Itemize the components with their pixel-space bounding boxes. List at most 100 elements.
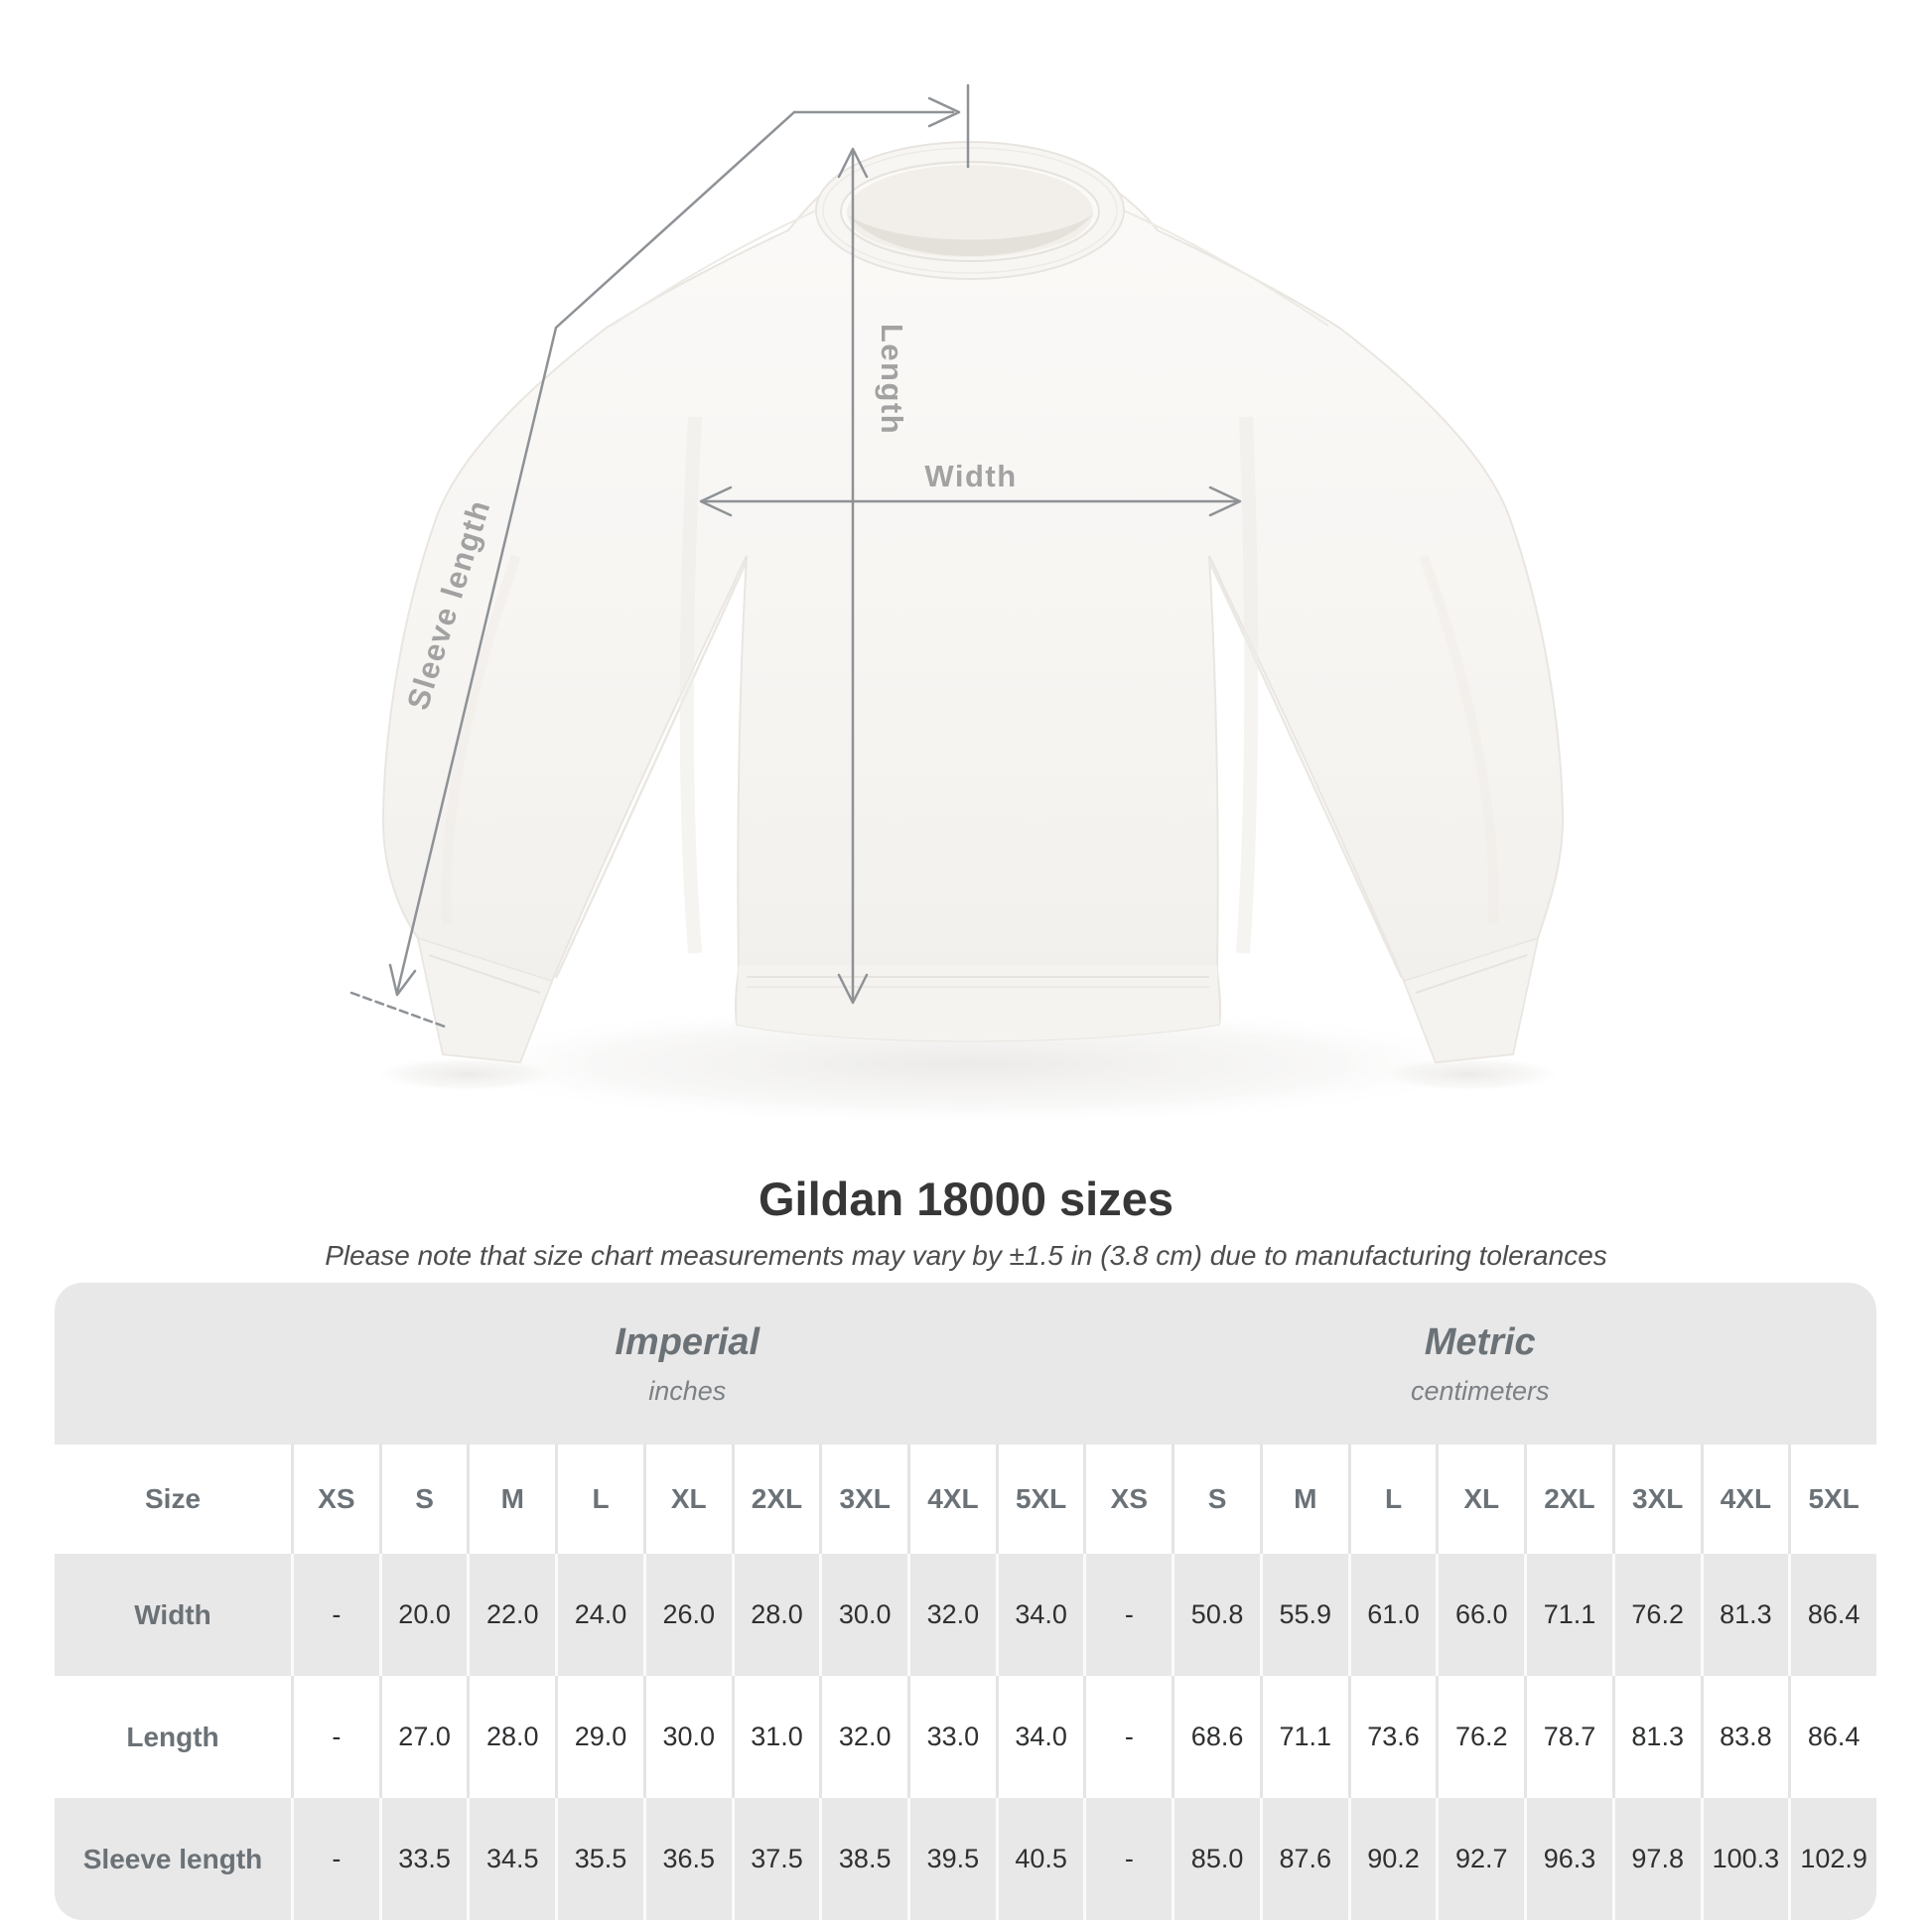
width-arrowhead-right (1208, 485, 1242, 517)
page-title: Gildan 18000 sizes (758, 1173, 1174, 1225)
table-cell: 81.3 (1611, 1676, 1701, 1798)
length-label: Length (875, 324, 909, 435)
sleeve-length-arrowhead (388, 963, 417, 997)
table-cell: - (291, 1798, 379, 1920)
metric-group-header: Metric centimeters (1083, 1283, 1876, 1445)
table-cell: 20.0 (378, 1554, 468, 1676)
size-col-header: 3XL (1611, 1445, 1701, 1554)
table-cell: 73.6 (1347, 1676, 1437, 1798)
tolerance-note: Please note that size chart measurements… (325, 1240, 1607, 1271)
table-cell: 38.5 (819, 1798, 908, 1920)
shoulder-seam-right (1107, 203, 1329, 327)
sweatshirt-body (381, 153, 1565, 1064)
metric-label: Metric (1424, 1320, 1536, 1363)
table-cell: 34.0 (995, 1676, 1084, 1798)
table-cell: 33.0 (907, 1676, 996, 1798)
size-col-header: 4XL (907, 1445, 996, 1554)
size-col-header: XS (1083, 1445, 1173, 1554)
table-cell: 71.1 (1259, 1676, 1348, 1798)
size-col-header: 2XL (731, 1445, 820, 1554)
length-arrowhead-top (837, 147, 869, 179)
table-cell: 40.5 (995, 1798, 1084, 1920)
size-col-header: L (1347, 1445, 1437, 1554)
table-cell: 76.2 (1611, 1554, 1701, 1676)
sleeve-seam-right (1207, 560, 1404, 979)
collar-inner-shadow (847, 214, 1093, 256)
table-cell: - (1083, 1676, 1173, 1798)
table-cell: 92.7 (1436, 1798, 1525, 1920)
table-cell: 29.0 (555, 1676, 643, 1798)
size-col-header: 4XL (1700, 1445, 1789, 1554)
table-cell: 90.2 (1347, 1798, 1437, 1920)
measurement-annotations (349, 83, 1242, 1029)
table-cell: 87.6 (1259, 1798, 1348, 1920)
cuff-shadow-right (1375, 1056, 1564, 1092)
size-col-header: XS (291, 1445, 379, 1554)
fold-shade-right (1236, 416, 1259, 954)
fold-shade-left (679, 416, 702, 954)
table-cell: 76.2 (1436, 1676, 1525, 1798)
imperial-unit: inches (648, 1375, 727, 1406)
size-col-header: 5XL (1788, 1445, 1876, 1554)
table-cell: 97.8 (1611, 1798, 1701, 1920)
table-cell: 27.0 (378, 1676, 468, 1798)
size-table: Imperial inches Metric centimeters Size … (55, 1283, 1876, 1920)
collar-outer-edge (815, 141, 1125, 280)
table-cell: 50.8 (1172, 1554, 1260, 1676)
table-cell: - (291, 1554, 379, 1676)
table-cell: 71.1 (1524, 1554, 1612, 1676)
size-col-header: 2XL (1524, 1445, 1612, 1554)
size-col-header: S (378, 1445, 468, 1554)
cuff-stitch-left (428, 954, 541, 994)
cuff-left (416, 936, 553, 1063)
table-cell: 30.0 (819, 1554, 908, 1676)
table-cell: 28.0 (731, 1554, 820, 1676)
table-cell: 32.0 (819, 1676, 908, 1798)
length-arrowhead-bottom (837, 973, 869, 1005)
sweatshirt-photo (372, 141, 1565, 1126)
cuff-right (1403, 936, 1540, 1063)
hem-band (737, 965, 1219, 1041)
size-col-header: S (1172, 1445, 1260, 1554)
collar-stitch (822, 147, 1118, 274)
cuff-shadow-left (372, 1056, 561, 1092)
table-cell: 83.8 (1700, 1676, 1789, 1798)
table-cell: 34.0 (995, 1554, 1084, 1676)
size-col-header: 3XL (819, 1445, 908, 1554)
size-col-header: XL (642, 1445, 732, 1554)
table-cell: 78.7 (1524, 1676, 1612, 1798)
table-cell: 100.3 (1700, 1798, 1789, 1920)
table-cell: 32.0 (907, 1554, 996, 1676)
table-cell: 66.0 (1436, 1554, 1525, 1676)
table-cell: 30.0 (642, 1676, 732, 1798)
sleeve-seam-left (554, 560, 749, 979)
size-col-header: L (555, 1445, 643, 1554)
size-col-header: XL (1436, 1445, 1525, 1554)
width-arrowhead-left (699, 485, 733, 517)
imperial-group-header: Imperial inches (291, 1283, 1084, 1445)
table-cell: 81.3 (1700, 1554, 1789, 1676)
table-cell: - (1083, 1554, 1173, 1676)
table-cell: 85.0 (1172, 1798, 1260, 1920)
sleeve-crease-left (441, 554, 521, 924)
table-cell: 36.5 (642, 1798, 732, 1920)
sleeve-crease-right (1419, 554, 1499, 924)
ground-shadow (427, 1003, 1509, 1126)
table-cell: 31.0 (731, 1676, 820, 1798)
row-label: Length (55, 1676, 291, 1798)
table-cell: 55.9 (1259, 1554, 1348, 1676)
table-cell: 24.0 (555, 1554, 643, 1676)
table-cell: 96.3 (1524, 1798, 1612, 1920)
sleeve-length-arrow (395, 110, 796, 995)
cuff-stitch-right (1415, 954, 1528, 994)
table-cell: - (1083, 1798, 1173, 1920)
table-corner-spacer (55, 1283, 291, 1445)
collar-band (817, 142, 1123, 279)
sweatshirt-figure: Length Width Sleeve length (349, 83, 1565, 1126)
table-cell: 37.5 (731, 1798, 820, 1920)
table-cell: 35.5 (555, 1798, 643, 1920)
row-label: Width (55, 1554, 291, 1676)
size-col-header: 5XL (995, 1445, 1084, 1554)
row-label: Sleeve length (55, 1798, 291, 1920)
